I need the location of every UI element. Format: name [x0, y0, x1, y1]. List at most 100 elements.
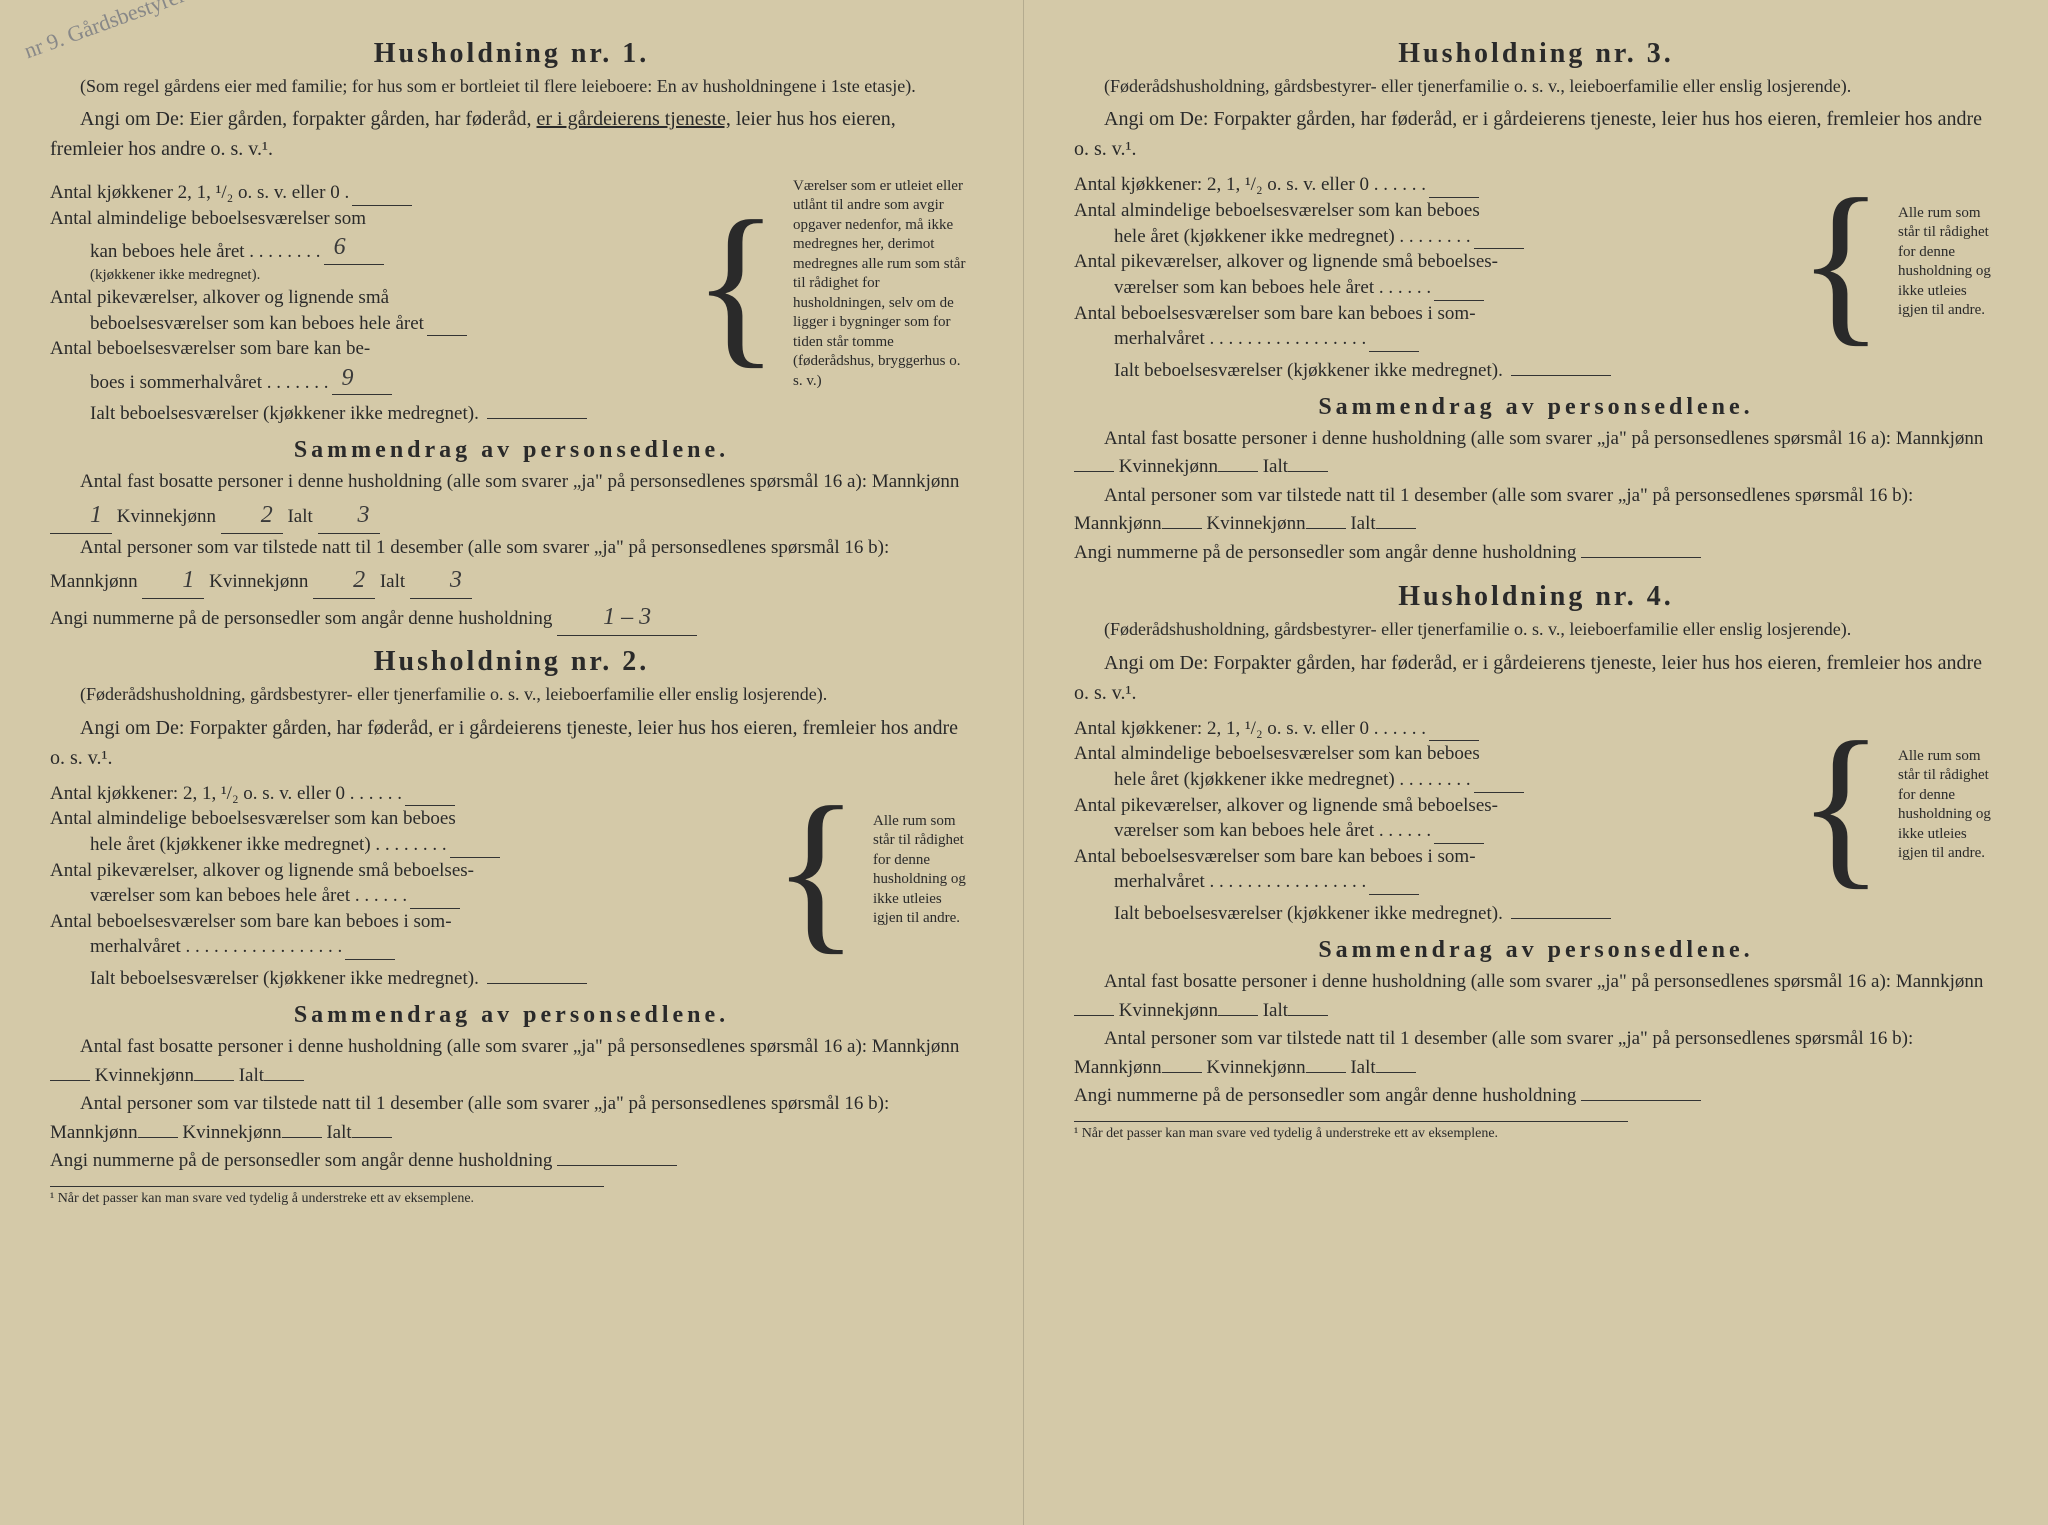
sammendrag-line-a: Antal fast bosatte personer i denne hush…: [1074, 425, 1998, 482]
room-line: Antal beboelsesværelser som bare kan beb…: [50, 909, 763, 935]
room-line: Antal kjøkkener: 2, 1, ¹/₂ o. s. v. elle…: [1074, 716, 1788, 742]
husholdning-2: Husholdning nr. 2. (Føderådshusholdning,…: [50, 646, 973, 1175]
room-label: beboelsesværelser som kan beboes hele år…: [90, 311, 424, 337]
sidenote-wrap: { Alle rum som står til rådighet for den…: [773, 781, 973, 960]
value-mann: 1: [142, 562, 204, 599]
room-value: [345, 959, 395, 960]
sammendrag-line-a: Antal fast bosatte personer i denne hush…: [50, 1033, 973, 1090]
value-mann: 1: [50, 497, 112, 534]
room-line: Antal pikeværelser, alkover og lignende …: [1074, 249, 1788, 275]
room-line-cont: hele året (kjøkkener ikke medregnet) . .…: [1074, 767, 1788, 793]
value-ialt: [1376, 1072, 1416, 1073]
ialt-value: [1511, 375, 1611, 376]
room-line-cont: kan beboes hele året . . . . . . . . 6: [50, 231, 683, 264]
room-value: [1369, 351, 1419, 352]
room-line: Antal kjøkkener: 2, 1, ¹/₂ o. s. v. elle…: [50, 781, 763, 807]
sammendrag-line-a: Antal fast bosatte personer i denne hush…: [1074, 968, 1998, 1025]
room-value: 6: [324, 231, 384, 264]
nummer-line: Angi nummerne på de personsedler som ang…: [1074, 539, 1998, 568]
room-line-cont: merhalvåret . . . . . . . . . . . . . . …: [1074, 869, 1788, 895]
room-line-cont: værelser som kan beboes hele året . . . …: [1074, 818, 1788, 844]
sammendrag-title: Sammendrag av personsedlene.: [50, 1002, 973, 1029]
left-page: nr 9. Gårdsbestyrer Husholdning nr. 1. (…: [0, 0, 1024, 1525]
value-kvinne: 2: [313, 562, 375, 599]
nummer-line: Angi nummerne på de personsedler som ang…: [1074, 1082, 1998, 1111]
room-line: Antal kjøkkener: 2, 1, ¹/₂ o. s. v. elle…: [1074, 172, 1788, 198]
room-line: Antal beboelsesværelser som bare kan beb…: [1074, 844, 1788, 870]
angi-line: Angi om De: Forpakter gården, har føderå…: [50, 713, 973, 773]
sammendrag-title: Sammendrag av personsedlene.: [50, 437, 973, 464]
brace-icon: {: [1798, 181, 1884, 343]
ialt-value: [487, 418, 587, 419]
value-kvinne: 2: [221, 497, 283, 534]
value-kvinne: [1218, 1015, 1258, 1016]
ialt-label: Ialt beboelsesværelser (kjøkkener ikke m…: [90, 968, 479, 989]
room-value: 9: [332, 362, 392, 395]
label-ialt: Ialt: [380, 571, 405, 592]
room-line-cont: beboelsesværelser som kan beboes hele år…: [50, 311, 683, 337]
sammendrag-line-b: Antal personer som var tilstede natt til…: [50, 1090, 973, 1147]
room-value: [352, 172, 412, 205]
angi-line: Angi om De: Eier gården, forpakter gårde…: [50, 104, 973, 164]
room-label: Antal kjøkkener 2, 1, ¹/₂ o. s. v. eller…: [50, 180, 349, 206]
ialt-value: [487, 983, 587, 984]
nummer-line: Angi nummerne på de personsedler som ang…: [50, 1147, 973, 1176]
nummer-value: 1 – 3: [557, 599, 697, 636]
sidenote: Værelser som er utleiet eller utlånt til…: [783, 177, 973, 392]
ialt-label: Ialt beboelsesværelser (kjøkkener ikke m…: [1114, 360, 1503, 381]
nummer-value: [1581, 1100, 1701, 1101]
label-mann: Mannkjønn: [50, 571, 138, 592]
ialt-line: Ialt beboelsesværelser (kjøkkener ikke m…: [50, 403, 973, 425]
room-line-cont: værelser som kan beboes hele året . . . …: [1074, 275, 1788, 301]
value-kvinne: [1306, 528, 1346, 529]
rooms-list: Antal kjøkkener: 2, 1, ¹/₂ o. s. v. elle…: [50, 781, 763, 960]
brace-icon: {: [693, 203, 779, 365]
value-ialt: 3: [318, 497, 380, 534]
value-kvinne: [194, 1080, 234, 1081]
room-line-cont: hele året (kjøkkener ikke medregnet) . .…: [1074, 224, 1788, 250]
brace-icon: {: [773, 789, 859, 951]
section-title: Husholdning nr. 2.: [50, 646, 973, 678]
room-label: kan beboes hele året . . . . . . . .: [90, 239, 321, 265]
label-ialt: Ialt: [287, 506, 312, 527]
rooms-list: Antal kjøkkener: 2, 1, ¹/₂ o. s. v. elle…: [1074, 172, 1788, 351]
section-title: Husholdning nr. 3.: [1074, 38, 1998, 70]
value-mann: [1074, 1015, 1114, 1016]
room-line: Antal pikeværelser, alkover og lignende …: [50, 858, 763, 884]
value-ialt: [1288, 471, 1328, 472]
footnote: ¹ Når det passer kan man svare ved tydel…: [50, 1186, 604, 1207]
ialt-line: Ialt beboelsesværelser (kjøkkener ikke m…: [50, 968, 973, 990]
sammendrag-text: Antal personer som var tilstede natt til…: [80, 537, 889, 558]
sammendrag-title: Sammendrag av personsedlene.: [1074, 937, 1998, 964]
angi-underlined: er i gårdeierens tjeneste,: [536, 108, 730, 130]
nummer-value: [1581, 557, 1701, 558]
sammendrag-line-b: Antal personer som var tilstede natt til…: [1074, 482, 1998, 539]
sammendrag-text: Antal fast bosatte personer i denne hush…: [80, 471, 867, 492]
angi-prefix: Angi om De: Eier gården, forpakter gårde…: [80, 108, 536, 130]
room-line-cont: boes i sommerhalvåret . . . . . . . 9: [50, 362, 683, 395]
section-title: Husholdning nr. 4.: [1074, 581, 1998, 613]
sidenote-wrap: { Alle rum som står til rådighet for den…: [1798, 172, 1998, 351]
room-line: Antal beboelsesværelser som bare kan be-: [50, 336, 683, 362]
sammendrag-title: Sammendrag av personsedlene.: [1074, 394, 1998, 421]
sidenote: Alle rum som står til rådighet for denne…: [863, 812, 973, 929]
right-page: Husholdning nr. 3. (Føderådshusholdning,…: [1024, 0, 2048, 1525]
value-kvinne: [1218, 471, 1258, 472]
room-line-cont: hele året (kjøkkener ikke medregnet) . .…: [50, 832, 763, 858]
value-mann: [1162, 1072, 1202, 1073]
sammendrag-line-a: Antal fast bosatte personer i denne hush…: [50, 468, 973, 534]
ialt-line: Ialt beboelsesværelser (kjøkkener ikke m…: [1074, 903, 1998, 925]
intro-text: (Føderådshusholdning, gårdsbestyrer- ell…: [1074, 617, 1998, 641]
label-kvinne: Kvinnekjønn: [117, 506, 216, 527]
section-title: Husholdning nr. 1.: [50, 38, 973, 70]
label-mann: Mannkjønn: [872, 471, 960, 492]
ialt-label: Ialt beboelsesværelser (kjøkkener ikke m…: [1114, 903, 1503, 924]
room-line: Antal almindelige beboelsesværelser som: [50, 206, 683, 232]
husholdning-4: Husholdning nr. 4. (Føderådshusholdning,…: [1074, 581, 1998, 1110]
room-line: Antal pikeværelser, alkover og lignende …: [50, 285, 683, 311]
value-mann: [1162, 528, 1202, 529]
room-label: Antal pikeværelser, alkover og lignende …: [50, 285, 389, 311]
rooms-list: Antal kjøkkener: 2, 1, ¹/₂ o. s. v. elle…: [1074, 716, 1788, 895]
sidenote: Alle rum som står til rådighet for denne…: [1888, 204, 1998, 321]
room-line-cont: merhalvåret . . . . . . . . . . . . . . …: [50, 934, 763, 960]
